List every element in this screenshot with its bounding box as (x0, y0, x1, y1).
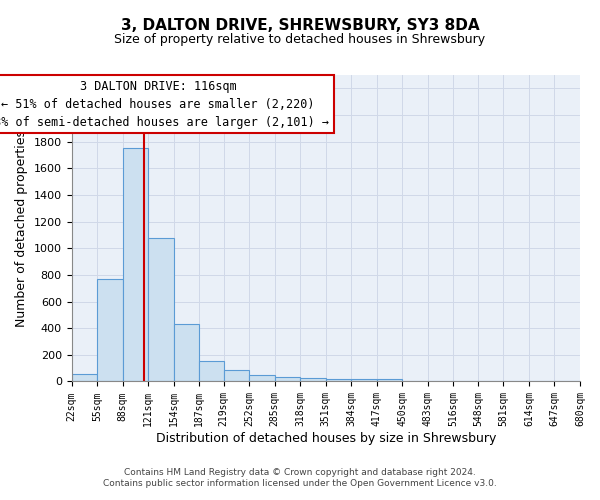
Bar (122, 148, 148, 382)
X-axis label: Distribution of detached houses by size in Shrewsbury: Distribution of detached houses by size … (155, 432, 496, 445)
Bar (300, 378, 326, 382)
Text: 3 DALTON DRIVE: 116sqm
← 51% of detached houses are smaller (2,220)
48% of semi-: 3 DALTON DRIVE: 116sqm ← 51% of detached… (0, 80, 329, 128)
Text: Size of property relative to detached houses in Shrewsbury: Size of property relative to detached ho… (115, 32, 485, 46)
Bar (224, 370, 249, 382)
Bar (148, 238, 173, 382)
Bar (351, 380, 377, 382)
Bar (173, 324, 199, 382)
Text: Contains HM Land Registry data © Crown copyright and database right 2024.
Contai: Contains HM Land Registry data © Crown c… (103, 468, 497, 487)
Bar (199, 361, 224, 382)
Bar (97, 279, 122, 382)
Bar (249, 376, 275, 382)
Bar (326, 379, 351, 382)
Text: 3, DALTON DRIVE, SHREWSBURY, SY3 8DA: 3, DALTON DRIVE, SHREWSBURY, SY3 8DA (121, 18, 479, 32)
Bar (71, 374, 97, 382)
Bar (377, 379, 402, 382)
Bar (275, 377, 300, 382)
Y-axis label: Number of detached properties: Number of detached properties (15, 130, 28, 326)
